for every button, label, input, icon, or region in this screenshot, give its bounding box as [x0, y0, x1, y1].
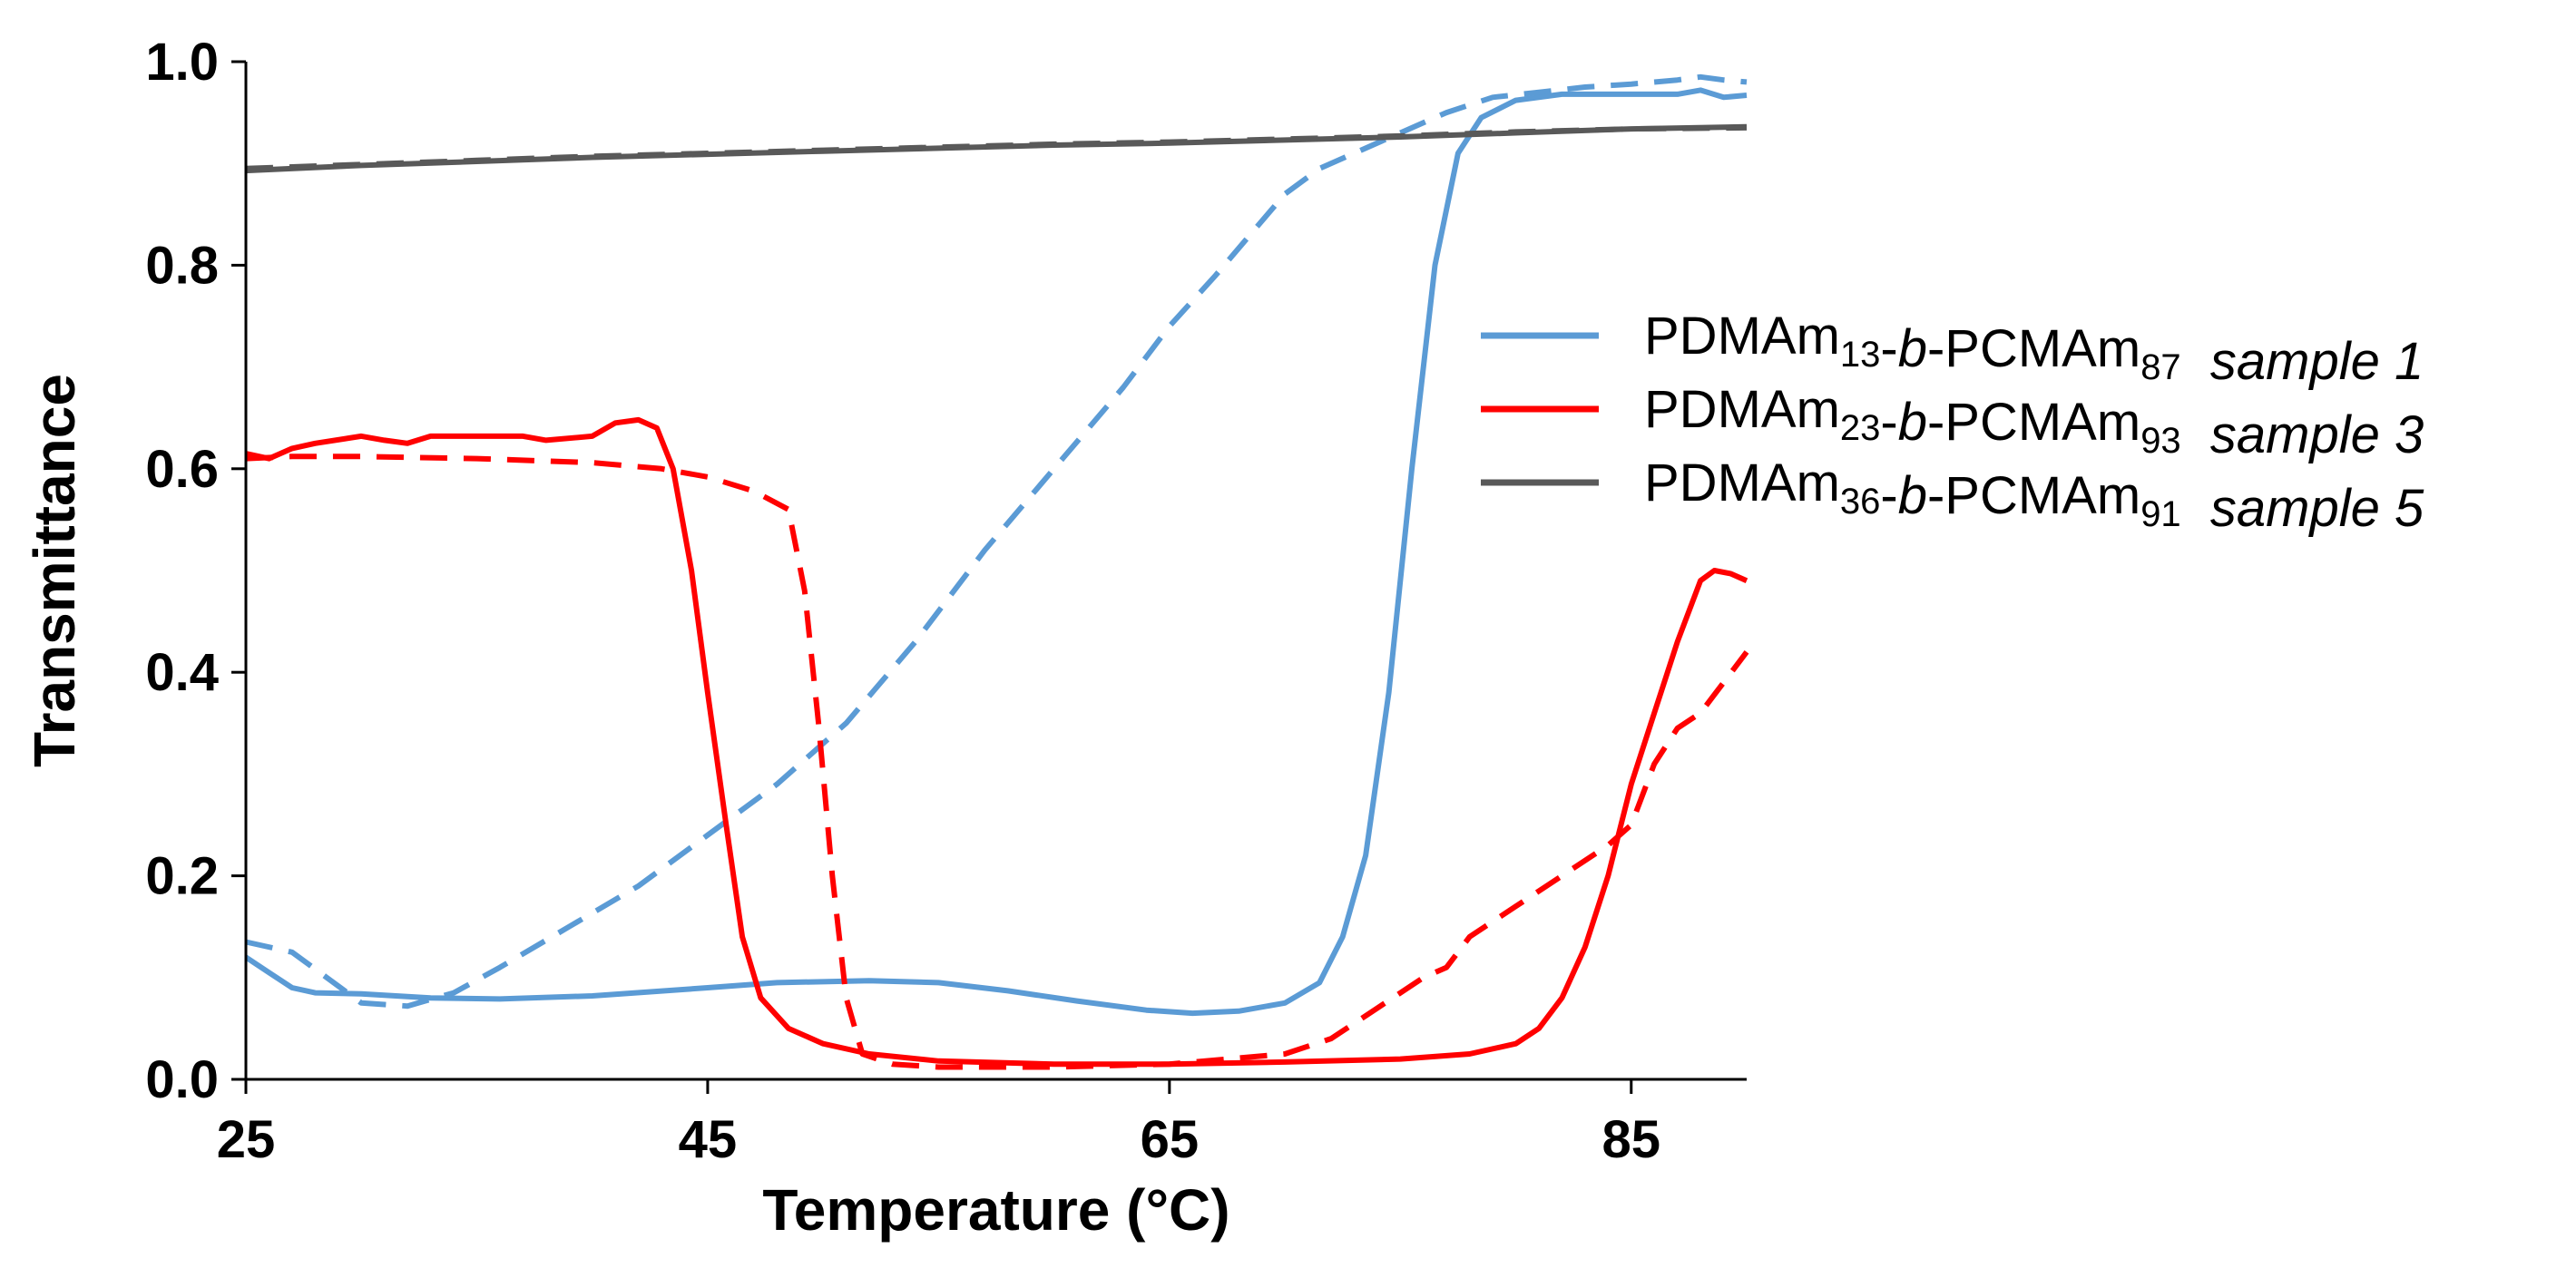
series-line-3 [245, 416, 1748, 1068]
x-axis-title: Temperature (°C) [762, 1177, 1229, 1243]
x-tick-label: 65 [1141, 1110, 1200, 1169]
x-tick-label: 25 [217, 1110, 276, 1169]
series-line-6 [245, 124, 1748, 171]
y-tick-label: 0.6 [145, 440, 219, 499]
y-tick-label: 0.2 [145, 847, 219, 906]
series-line-2 [245, 73, 1748, 1010]
legend-label-2: PDMAm23-b-PCMAm93 sample 3 [1644, 380, 2424, 464]
x-tick-label: 45 [679, 1110, 738, 1169]
y-tick-label: 0.8 [145, 236, 219, 295]
series-layer [244, 73, 1749, 1070]
y-tick-label: 1.0 [145, 33, 219, 92]
y-tick-label: 0.0 [145, 1050, 219, 1109]
legend: PDMAm13-b-PCMAm87 sample 1PDMAm23-b-PCMA… [1481, 307, 2424, 538]
axes-layer [244, 62, 1747, 1081]
x-tick-label: 85 [1602, 1110, 1661, 1169]
legend-label-3: PDMAm36-b-PCMAm91 sample 5 [1644, 454, 2424, 538]
series-line-1 [244, 87, 1748, 1017]
y-tick-label: 0.4 [145, 643, 219, 702]
legend-label-1: PDMAm13-b-PCMAm87 sample 1 [1644, 307, 2424, 391]
series-line-4 [245, 454, 1749, 1070]
ticks-layer: 0.0 0.2 0.4 0.6 0.8 1.0 25 45 65 85 [145, 33, 1660, 1169]
y-axis-title: Transmittance [22, 374, 87, 767]
